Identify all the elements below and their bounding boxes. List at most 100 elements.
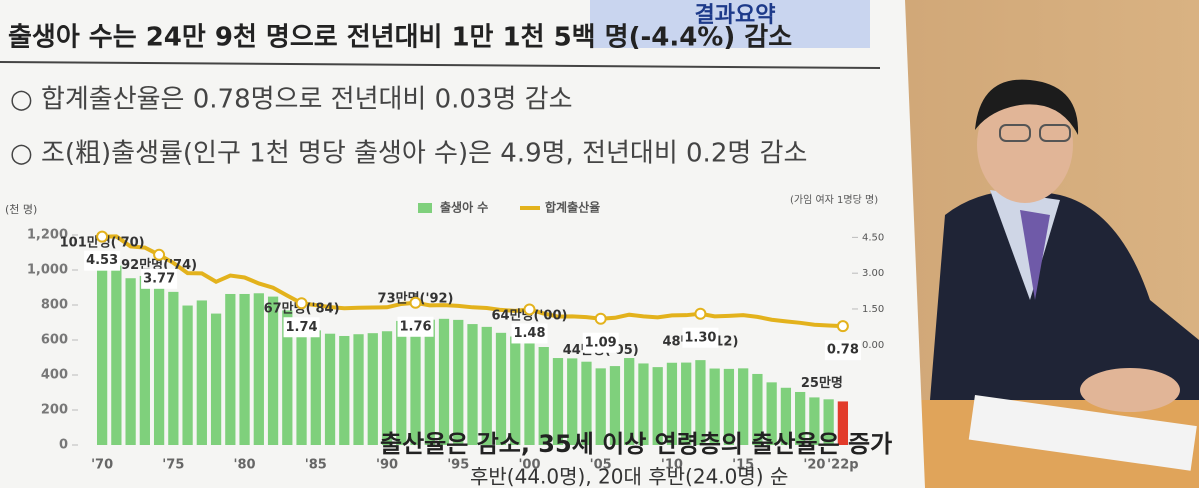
bar — [367, 333, 378, 445]
bar — [780, 387, 792, 445]
y-tick-label: 200 — [41, 403, 68, 418]
bar — [823, 399, 834, 445]
bar — [410, 317, 421, 445]
bar — [339, 335, 350, 445]
bar — [510, 336, 521, 445]
y2-axis-label: (가임 여자 1명당 명) — [790, 193, 878, 206]
data-label: 92만명('74) — [121, 257, 197, 273]
bar — [795, 391, 806, 445]
bar — [681, 362, 692, 445]
bar — [495, 332, 507, 445]
bar — [96, 268, 108, 445]
title-banner — [590, 0, 870, 48]
line — [102, 234, 843, 329]
bar — [453, 319, 464, 445]
bar — [196, 300, 207, 445]
bar — [652, 367, 663, 445]
data-label-box — [582, 332, 619, 353]
bar — [567, 358, 578, 445]
data-label: 1.76 — [399, 319, 431, 334]
papers — [968, 395, 1197, 471]
data-label-box — [682, 327, 719, 348]
bar — [396, 320, 407, 445]
data-label: 1.30 — [684, 330, 716, 345]
bar — [153, 283, 165, 445]
bar — [695, 360, 706, 445]
bar — [552, 358, 564, 445]
bar — [438, 318, 450, 445]
bar — [282, 310, 293, 445]
bar — [296, 326, 307, 445]
y-tick-label: 1,000 — [27, 263, 68, 278]
x-tick-label: '10 — [661, 458, 683, 473]
suit — [930, 190, 1199, 400]
bar — [424, 319, 435, 445]
data-label: 3.77 — [143, 271, 175, 286]
x-tick-label: '70 — [91, 458, 113, 473]
bar — [253, 293, 264, 445]
bar — [595, 368, 606, 445]
x-tick-label: '95 — [447, 458, 469, 473]
bar — [481, 326, 492, 445]
footer-text: 후반(44.0명), 20대 후반(24.0명) 순 — [470, 465, 788, 489]
point-marker — [836, 320, 849, 333]
legend-label: 출생아 수 — [440, 200, 488, 215]
bar — [324, 333, 336, 445]
bar — [381, 331, 393, 445]
point-marker — [694, 307, 707, 320]
hair — [975, 79, 1079, 135]
point-marker — [409, 296, 422, 309]
bar — [467, 324, 478, 445]
bar — [624, 358, 635, 445]
x-tick-label: '80 — [234, 458, 256, 473]
bar — [111, 265, 122, 445]
footer-text: 출산율은 감소, 35세 이상 연령층의 출산율은 증가 — [380, 430, 892, 458]
y2-tick-label: 3.00 — [862, 268, 884, 279]
x-tick-label: '85 — [305, 458, 327, 473]
bar — [837, 401, 849, 445]
hand — [1080, 368, 1180, 412]
x-tick-label: '00 — [518, 458, 540, 473]
bar — [182, 305, 193, 445]
bar — [524, 333, 535, 445]
legend-label: 합계출산율 — [545, 200, 600, 215]
y2-tick-label: 4.50 — [862, 232, 884, 243]
bar — [666, 362, 678, 445]
y-tick-label: 0 — [59, 438, 68, 453]
y2-tick-label: 1.50 — [862, 304, 884, 315]
legend-swatch — [418, 203, 432, 213]
x-tick-label: '05 — [590, 458, 612, 473]
bar — [139, 275, 150, 445]
bar — [210, 313, 222, 445]
data-label: 1.74 — [286, 320, 318, 335]
bar — [581, 361, 592, 445]
bar — [809, 397, 820, 445]
headline: 출생아 수는 24만 9천 명으로 전년대비 1만 1천 5백 명(-4.4%)… — [8, 23, 792, 53]
point-marker — [96, 230, 109, 243]
y-tick-label: 1,200 — [27, 228, 68, 243]
data-label-box — [824, 340, 861, 361]
x-tick-label: '90 — [376, 458, 398, 473]
data-label: 1.09 — [585, 335, 617, 350]
data-label-box — [511, 323, 548, 344]
y-tick-label: 400 — [41, 368, 68, 383]
face — [977, 87, 1073, 203]
x-tick-label: '22p — [827, 458, 858, 473]
point-marker — [523, 303, 536, 316]
bar — [168, 291, 179, 445]
bullet: ○ 조(粗)출생률(인구 1천 명당 출생아 수)은 4.9명, 전년대비 0.… — [10, 139, 807, 169]
bar — [638, 363, 649, 445]
title-tag: 결과요약 — [695, 3, 776, 28]
bar — [310, 330, 321, 445]
bar — [125, 278, 136, 445]
tie — [1020, 210, 1050, 300]
bar — [738, 368, 749, 445]
bar — [723, 368, 735, 445]
glasses — [1039, 124, 1071, 142]
bar — [225, 293, 236, 445]
bar — [752, 373, 763, 445]
data-label: 25만명 — [801, 375, 843, 391]
bar — [239, 293, 250, 445]
